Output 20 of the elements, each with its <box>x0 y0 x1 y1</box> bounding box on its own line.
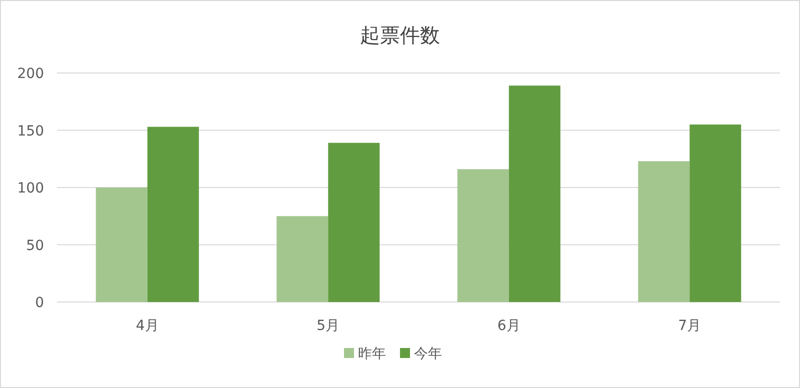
legend-label: 昨年 <box>358 346 386 362</box>
bar <box>690 124 742 302</box>
bar <box>638 161 690 302</box>
x-tick-label: 5月 <box>316 318 340 334</box>
x-tick-label: 4月 <box>136 318 159 334</box>
bar <box>508 86 560 302</box>
bar <box>328 142 380 302</box>
bar <box>96 188 148 302</box>
bar <box>147 126 199 302</box>
y-tick-label: 100 <box>17 180 44 196</box>
x-tick-label: 6月 <box>497 318 520 334</box>
bar <box>457 169 509 302</box>
chart-title: 起票件数 <box>360 23 440 47</box>
y-tick-label: 0 <box>35 295 44 311</box>
legend-label: 今年 <box>414 346 442 362</box>
y-tick-label: 50 <box>26 238 44 254</box>
x-tick-label: 7月 <box>678 318 702 334</box>
y-tick-label: 150 <box>17 123 44 140</box>
bar <box>276 216 328 302</box>
y-tick-label: 200 <box>17 66 44 82</box>
